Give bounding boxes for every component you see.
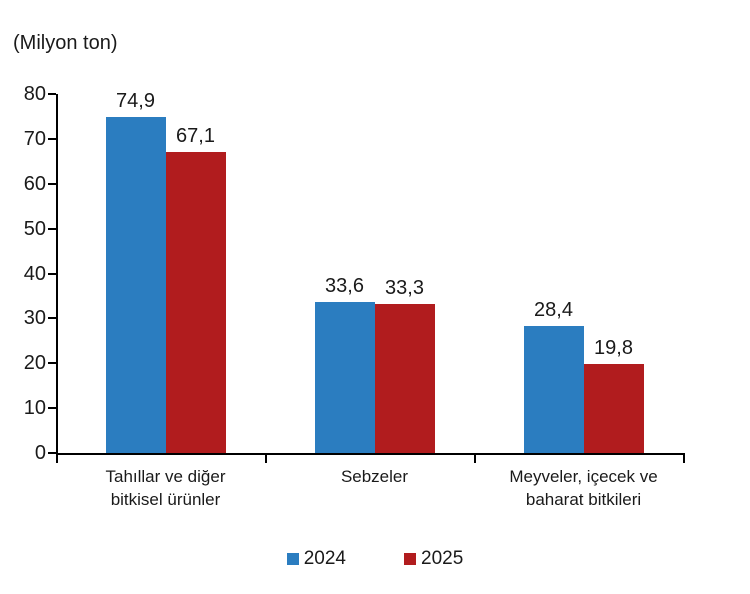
y-axis-tick <box>48 407 56 410</box>
y-axis-tick-label: 0 <box>34 442 46 464</box>
x-axis-tick <box>474 455 476 463</box>
bar-2025-3 <box>583 364 644 453</box>
y-axis-tick-label: 30 <box>23 307 46 330</box>
bar-value-label: 28,4 <box>534 299 573 321</box>
y-axis-tick-label: 70 <box>23 127 46 150</box>
bar-2024-1 <box>105 117 166 453</box>
legend-swatch-icon <box>286 553 299 565</box>
bar-value-label: 33,3 <box>385 277 424 299</box>
y-axis-tick <box>48 362 56 365</box>
x-axis-tick <box>683 455 685 463</box>
x-axis-tick <box>56 455 58 463</box>
bar-2025-1 <box>165 152 226 453</box>
y-axis-tick <box>48 272 56 275</box>
y-axis-tick <box>48 452 56 454</box>
y-axis-tick-label: 80 <box>23 83 46 105</box>
y-axis-tick <box>48 93 56 95</box>
bar-value-label: 19,8 <box>594 337 633 359</box>
x-axis-line <box>56 453 685 455</box>
bar-2024-2 <box>314 302 375 453</box>
bar-value-label: 67,1 <box>176 125 215 147</box>
y-axis-tick-label: 10 <box>23 397 46 420</box>
y-axis-tick <box>48 317 56 320</box>
legend-label: 2025 <box>421 548 464 569</box>
x-axis-category-label: Sebzeler <box>340 467 409 486</box>
y-axis-tick-label: 20 <box>23 352 46 375</box>
bar-value-label: 33,6 <box>325 275 364 297</box>
legend-item-2024: 2024 <box>286 548 346 570</box>
y-axis-tick-label: 50 <box>23 217 46 240</box>
legend-label: 2024 <box>303 548 346 569</box>
y-axis-tick <box>48 182 56 185</box>
x-axis-category-label: Meyveler, içecek ve baharat bitkileri <box>509 467 658 509</box>
bar-2024-3 <box>523 326 584 453</box>
y-axis-tick <box>48 137 56 140</box>
x-axis-category-label: Tahıllar ve diğer bitkisel ürünler <box>105 467 226 509</box>
legend-swatch-icon <box>404 553 416 565</box>
y-axis-unit-label: (Milyon ton) <box>13 32 118 54</box>
y-axis-tick <box>48 227 56 230</box>
legend-item-2025: 2025 <box>404 548 463 570</box>
bar-2025-2 <box>374 304 435 453</box>
y-axis-line <box>56 94 58 455</box>
x-axis-tick <box>265 455 267 463</box>
y-axis-tick-label: 40 <box>23 262 46 285</box>
legend: 2024 2025 <box>0 548 750 570</box>
bar-value-label: 74,9 <box>116 90 155 112</box>
y-axis-tick-label: 60 <box>23 172 46 195</box>
